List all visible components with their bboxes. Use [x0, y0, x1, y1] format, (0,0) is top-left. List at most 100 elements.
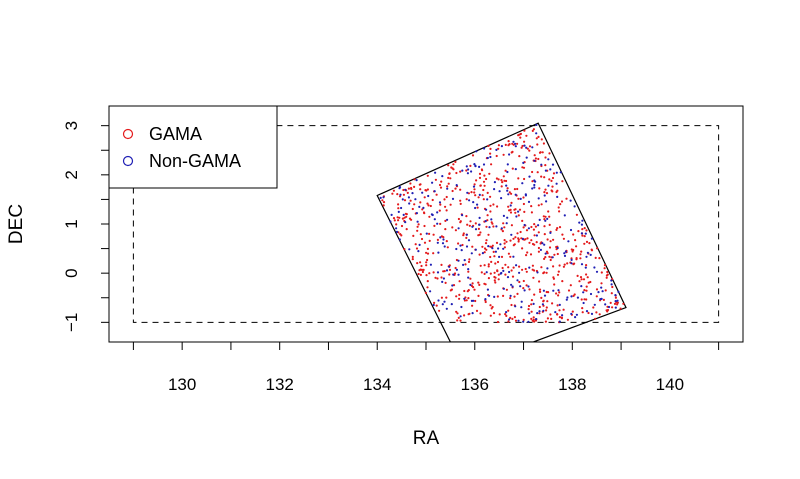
non-gama-point: [538, 218, 541, 221]
gama-point: [490, 260, 493, 263]
gama-point: [550, 189, 553, 192]
gama-point: [459, 202, 462, 205]
gama-point: [619, 307, 622, 310]
non-gama-point: [478, 165, 481, 168]
gama-point: [481, 169, 484, 172]
gama-point: [538, 280, 541, 283]
gama-point: [486, 214, 489, 217]
gama-point: [493, 275, 496, 279]
non-gama-point: [451, 197, 455, 200]
gama-point: [487, 265, 490, 268]
gama-point: [454, 266, 457, 270]
non-gama-point: [485, 208, 488, 211]
non-gama-point: [486, 198, 489, 201]
gama-point: [606, 270, 609, 274]
non-gama-point: [401, 198, 404, 201]
gama-point: [509, 211, 513, 214]
gama-point: [594, 256, 597, 259]
non-gama-point: [445, 307, 448, 310]
gama-point: [561, 180, 564, 183]
gama-point: [463, 314, 466, 317]
non-gama-point: [549, 168, 552, 171]
non-gama-point: [465, 245, 469, 248]
gama-point: [595, 295, 598, 298]
gama-point: [557, 270, 560, 273]
gama-point: [417, 223, 420, 226]
non-gama-point: [495, 225, 498, 228]
gama-point: [543, 233, 546, 236]
non-gama-point: [500, 197, 503, 200]
gama-point: [509, 255, 512, 258]
gama-point: [428, 239, 431, 242]
gama-point: [508, 191, 511, 194]
gama-point: [585, 229, 588, 232]
gama-point: [603, 267, 606, 270]
x-tick-label: 130: [168, 375, 196, 394]
gama-point: [381, 199, 384, 202]
gama-point: [421, 270, 424, 274]
non-gama-point: [578, 221, 581, 224]
gama-point: [588, 242, 591, 245]
gama-point: [452, 163, 455, 166]
gama-point: [409, 182, 412, 185]
gama-point: [497, 278, 500, 281]
gama-point: [451, 189, 454, 193]
non-gama-point: [467, 276, 470, 279]
gama-point: [505, 179, 508, 183]
non-gama-point: [402, 213, 405, 216]
non-gama-point: [461, 214, 464, 217]
legend: GAMA Non-GAMA: [108, 105, 278, 189]
gama-point: [411, 207, 414, 211]
non-gama-point: [482, 163, 486, 166]
gama-point: [522, 196, 525, 199]
y-tick-label: 0: [62, 268, 81, 277]
non-gama-point: [505, 311, 508, 314]
gama-point: [518, 280, 521, 284]
gama-point: [537, 204, 540, 207]
gama-point: [594, 317, 597, 320]
x-tick-label: 132: [266, 375, 294, 394]
gama-point: [586, 276, 589, 279]
non-gama-point: [474, 228, 478, 231]
non-gama-point: [475, 150, 478, 153]
gama-point: [489, 152, 492, 155]
gama-point: [500, 255, 504, 258]
gama-point: [566, 262, 569, 265]
gama-point: [533, 293, 536, 296]
gama-point: [508, 209, 511, 212]
gama-point: [496, 205, 499, 208]
non-gama-point: [470, 170, 473, 173]
non-gama-point: [499, 243, 502, 246]
gama-point: [575, 245, 578, 248]
gama-point: [537, 135, 540, 138]
gama-point: [492, 225, 495, 228]
gama-point: [598, 257, 601, 260]
gama-point: [558, 316, 562, 319]
gama-point: [417, 272, 420, 276]
gama-point: [494, 262, 497, 265]
gama-point: [544, 320, 548, 323]
gama-point: [537, 231, 540, 234]
gama-point: [486, 191, 489, 194]
gama-point: [522, 318, 525, 321]
non-gama-point: [540, 163, 543, 166]
gama-point: [577, 230, 580, 233]
x-tick-label: 136: [461, 375, 489, 394]
gama-point: [549, 258, 552, 262]
non-gama-point: [460, 305, 463, 309]
gama-point: [493, 255, 496, 258]
gama-point: [543, 271, 546, 274]
gama-point: [396, 216, 399, 219]
non-gama-point: [427, 194, 430, 198]
gama-point: [397, 203, 400, 206]
gama-point: [576, 274, 579, 277]
non-gama-point: [522, 161, 525, 164]
gama-point: [585, 240, 589, 243]
gama-point: [428, 232, 431, 235]
gama-point: [423, 196, 426, 199]
non-gama-point: [421, 191, 424, 194]
non-gama-point: [455, 184, 458, 187]
non-gama-point: [547, 184, 550, 187]
gama-point: [496, 320, 500, 324]
non-gama-point: [558, 320, 561, 323]
